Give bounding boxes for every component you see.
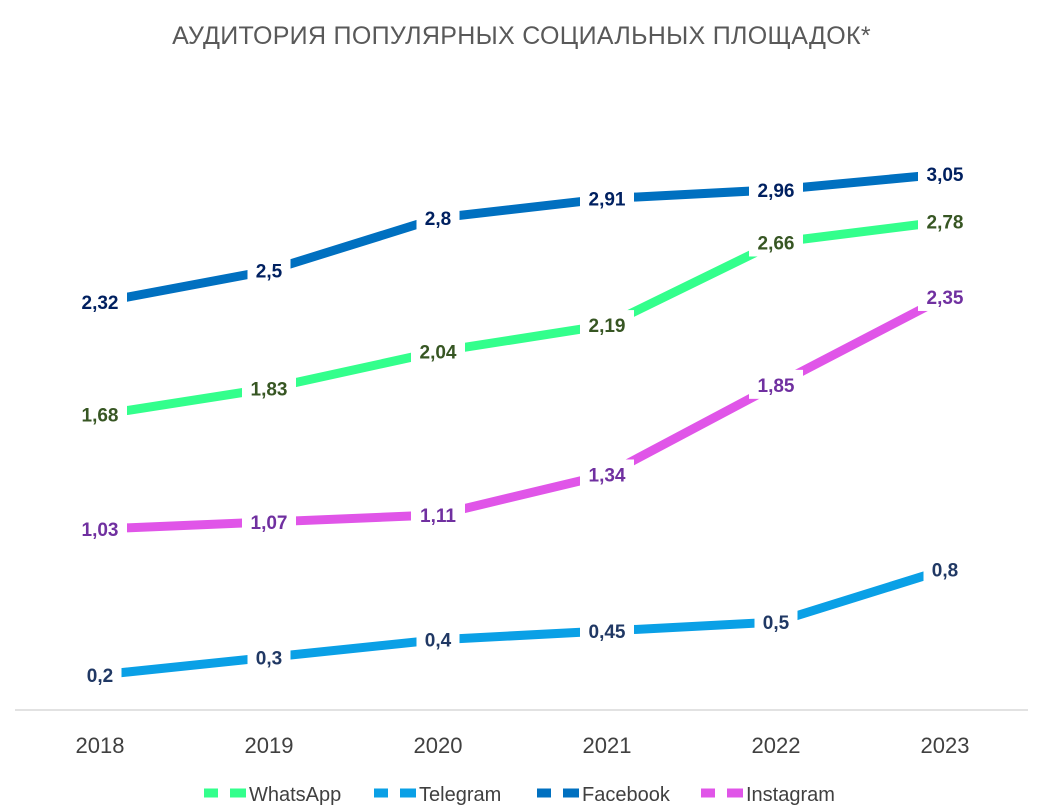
x-tick-label-2021: 2021 [583, 733, 632, 758]
svg-text:2,32: 2,32 [82, 293, 119, 314]
data-label-instagram-2023: 2,35 [918, 281, 972, 311]
svg-text:1,83: 1,83 [251, 379, 288, 400]
data-label-instagram-2019: 1,07 [242, 506, 296, 536]
chart-title: АУДИТОРИЯ ПОПУЛЯРНЫХ СОЦИАЛЬНЫХ ПЛОЩАДОК… [172, 22, 871, 50]
data-label-whatsapp-2019: 1,83 [242, 373, 296, 403]
series-line-instagram [99, 292, 948, 534]
svg-text:1,11: 1,11 [420, 506, 456, 527]
svg-text:0,8: 0,8 [932, 560, 958, 581]
data-label-facebook-2021: 2,91 [580, 183, 634, 213]
x-tick-label-2018: 2018 [76, 733, 125, 758]
data-label-whatsapp-2018: 1,68 [73, 399, 127, 429]
data-label-facebook-2020: 2,8 [416, 202, 460, 232]
data-label-facebook-2022: 2,96 [749, 174, 803, 204]
svg-text:0,45: 0,45 [589, 622, 626, 643]
svg-text:0,3: 0,3 [256, 648, 282, 669]
data-label-instagram-2020: 1,11 [411, 499, 465, 529]
series-line-whatsapp [99, 216, 946, 420]
svg-text:1,68: 1,68 [82, 406, 119, 427]
x-tick-label-2019: 2019 [245, 733, 294, 758]
data-label-facebook-2023: 3,05 [918, 158, 972, 188]
data-label-whatsapp-2020: 2,04 [411, 336, 465, 366]
data-label-facebook-2018: 2,32 [73, 287, 127, 317]
legend-label-whatsapp: WhatsApp [249, 784, 341, 806]
svg-text:3,05: 3,05 [927, 165, 964, 186]
svg-text:1,34: 1,34 [589, 465, 626, 486]
svg-text:2,91: 2,91 [589, 190, 626, 211]
svg-text:0,2: 0,2 [87, 666, 113, 687]
legend-item-instagram: Instagram [701, 784, 835, 806]
svg-text:1,07: 1,07 [251, 513, 288, 534]
svg-text:1,03: 1,03 [82, 520, 119, 541]
svg-text:0,5: 0,5 [763, 613, 790, 634]
svg-text:2,66: 2,66 [758, 233, 795, 254]
data-label-telegram-2021: 0,45 [580, 615, 634, 645]
data-label-whatsapp-2022: 2,66 [749, 227, 803, 257]
legend-item-facebook: Facebook [537, 784, 671, 806]
data-label-telegram-2018: 0,2 [78, 659, 122, 689]
series-line-facebook [99, 169, 946, 307]
series-line-telegram [99, 565, 947, 680]
svg-text:2,35: 2,35 [927, 288, 964, 309]
x-tick-label-2020: 2020 [414, 733, 463, 758]
data-label-instagram-2022: 1,85 [749, 369, 803, 399]
legend-label-telegram: Telegram [419, 784, 501, 806]
data-label-telegram-2022: 0,5 [754, 607, 798, 637]
svg-text:2,19: 2,19 [589, 316, 626, 337]
svg-text:2,5: 2,5 [256, 262, 283, 283]
svg-text:2,96: 2,96 [758, 181, 795, 202]
data-label-telegram-2020: 0,4 [416, 624, 460, 654]
legend-label-facebook: Facebook [582, 784, 671, 806]
legend-item-telegram: Telegram [374, 784, 501, 806]
svg-text:2,04: 2,04 [420, 342, 457, 363]
data-label-whatsapp-2023: 2,78 [918, 206, 972, 236]
x-tick-label-2023: 2023 [921, 733, 970, 758]
data-labels: 1,68 1,83 2,04 2,19 2,66 2,78 0,2 0,3 0,4 0,45 0,5… [73, 158, 972, 689]
data-label-whatsapp-2021: 2,19 [580, 310, 634, 340]
svg-text:2,8: 2,8 [425, 209, 451, 230]
axis-layer: 2018 2019 2020 2021 2022 2023 [15, 709, 1028, 758]
data-label-telegram-2019: 0,3 [247, 642, 291, 672]
x-tick-label-2022: 2022 [752, 733, 801, 758]
data-label-telegram-2023: 0,8 [923, 554, 967, 584]
data-label-instagram-2021: 1,34 [580, 459, 634, 489]
svg-text:0,4: 0,4 [425, 631, 452, 652]
legend-label-instagram: Instagram [746, 784, 835, 806]
series-lines [99, 169, 948, 680]
svg-text:2,78: 2,78 [927, 212, 964, 233]
legend: WhatsApp Telegram Facebook Instagram [204, 784, 835, 806]
svg-text:1,85: 1,85 [758, 376, 795, 397]
data-label-instagram-2018: 1,03 [73, 513, 127, 543]
legend-item-whatsapp: WhatsApp [204, 784, 341, 806]
data-label-facebook-2019: 2,5 [247, 255, 291, 285]
